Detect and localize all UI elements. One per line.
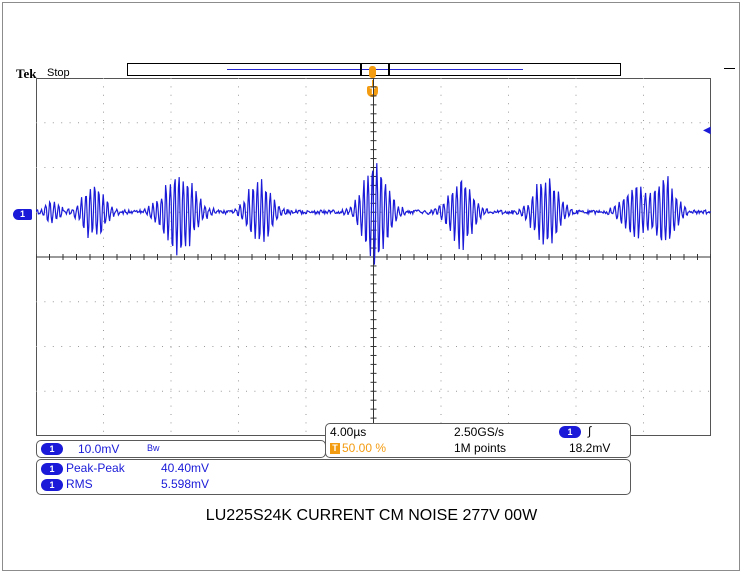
grid-lines [36, 78, 711, 436]
meas1-name: Peak-Peak [66, 461, 125, 475]
acquisition-state: Stop [47, 67, 70, 79]
meas2-name: RMS [66, 477, 93, 491]
trigger-level-arrow-icon[interactable]: ◀ [703, 125, 711, 136]
meas2-value: 5.598mV [161, 477, 210, 491]
measurement-readout[interactable]: 1 Peak-Peak 40.40mV 1 RMS 5.598mV [36, 459, 631, 495]
horizontal-trigger-readout[interactable]: 4.00µs 2.50GS/s 1 ∫ T 50.00 % 1M points … [325, 423, 631, 458]
figure-caption: LU225S24K CURRENT CM NOISE 277V 00W [205, 507, 538, 524]
rising-edge-icon: ∫ [588, 424, 592, 438]
graticule [36, 78, 711, 436]
trigger-position-percent: 50.00 % [342, 441, 387, 455]
trigger-source-badge: 1 [559, 426, 581, 438]
trigger-position-stem [372, 80, 373, 86]
channel-readout[interactable]: 1 10.0mV Bw [36, 440, 326, 458]
ch1-ground-marker[interactable]: 1 [13, 209, 32, 220]
record-view-window[interactable] [360, 63, 390, 76]
trigger-level: 18.2mV [569, 441, 611, 455]
tek-logo: Tek [16, 66, 37, 81]
bandwidth-limit-icon: Bw [147, 443, 160, 453]
sample-rate: 2.50GS/s [454, 425, 505, 439]
trigger-position-marker[interactable]: T [367, 86, 378, 97]
menu-handle[interactable] [724, 68, 735, 69]
meas1-channel-badge: 1 [41, 463, 63, 475]
time-per-div: 4.00µs [330, 425, 367, 439]
trigger-position-icon: T [330, 443, 340, 454]
meas1-value: 40.40mV [161, 461, 210, 475]
ch1-badge: 1 [41, 443, 63, 455]
ch1-waveform [36, 163, 711, 265]
record-length: 1M points [454, 441, 507, 455]
ch1-scale: 10.0mV [78, 442, 120, 456]
record-trigger-icon [369, 66, 376, 78]
meas2-channel-badge: 1 [41, 479, 63, 491]
